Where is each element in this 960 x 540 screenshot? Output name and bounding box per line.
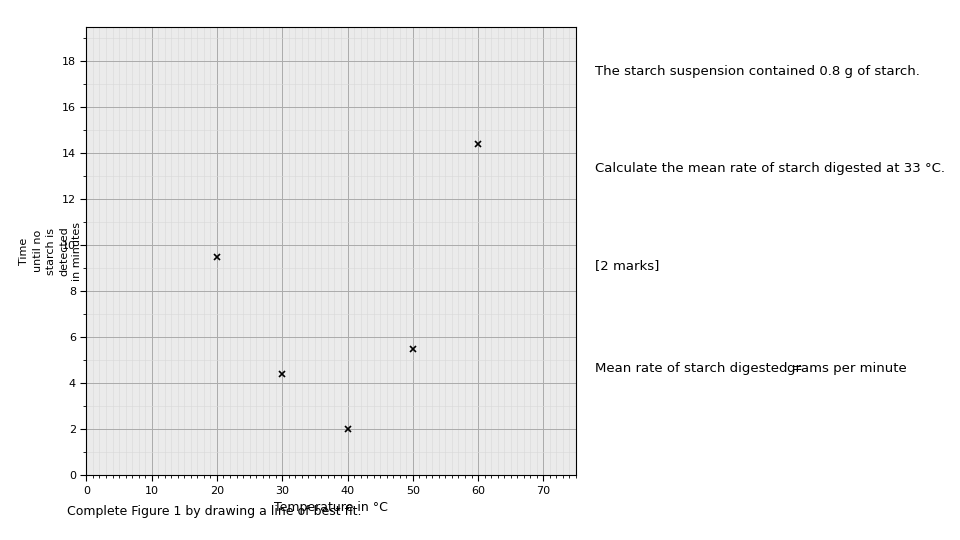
Text: The starch suspension contained 0.8 g of starch.: The starch suspension contained 0.8 g of… <box>595 65 920 78</box>
Text: Complete Figure 1 by drawing a line of best fit.: Complete Figure 1 by drawing a line of b… <box>67 505 362 518</box>
X-axis label: Temperature in °C: Temperature in °C <box>275 501 388 514</box>
Text: Calculate the mean rate of starch digested at 33 °C.: Calculate the mean rate of starch digest… <box>595 162 946 175</box>
Text: Mean rate of starch digested =: Mean rate of starch digested = <box>595 362 803 375</box>
Text: grams per minute: grams per minute <box>787 362 907 375</box>
Text: [2 marks]: [2 marks] <box>595 259 660 272</box>
Y-axis label: Time
until no
starch is
detected
in minutes: Time until no starch is detected in minu… <box>19 221 83 281</box>
